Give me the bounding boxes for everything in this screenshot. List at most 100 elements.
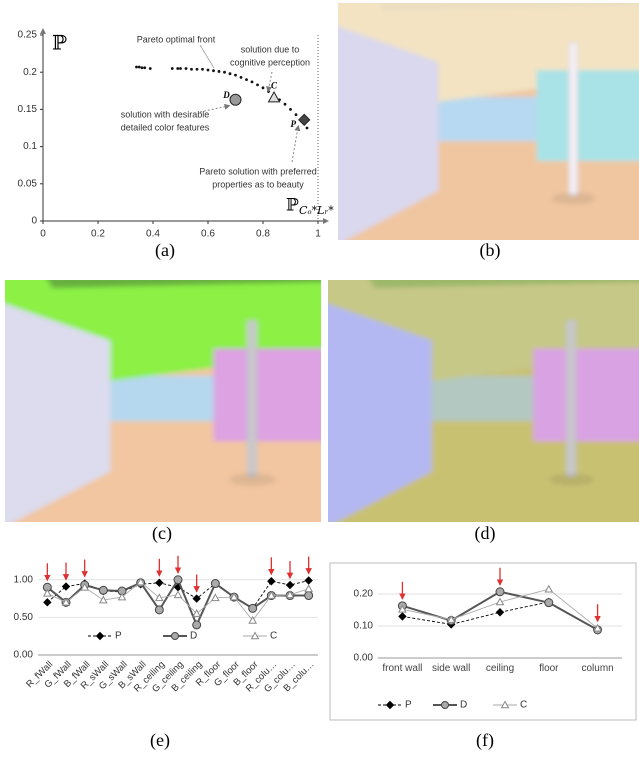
ceiling-edge: [370, 280, 639, 289]
x-tick-label: floor: [539, 663, 559, 674]
point: [245, 78, 248, 82]
point: [192, 609, 202, 617]
left-wall: [338, 26, 439, 240]
point: [250, 80, 254, 84]
point: [223, 70, 226, 74]
annotation: Pareto solution with preferred: [199, 166, 317, 176]
point: [192, 594, 201, 603]
caption: (c): [152, 523, 172, 544]
point: [43, 598, 52, 607]
x-tick-label: 0.4: [146, 229, 160, 240]
annotation: solution due to: [241, 44, 300, 54]
point: [210, 579, 220, 589]
point: [304, 584, 314, 593]
point: [283, 102, 287, 106]
box: [213, 348, 321, 442]
point: [206, 68, 210, 72]
point: [136, 577, 146, 586]
point: [176, 67, 180, 70]
annotation: properties as to beauty: [212, 179, 304, 189]
rendered-image: [328, 280, 639, 522]
x-tick-label: side wall: [432, 663, 471, 674]
point: [239, 76, 243, 79]
point: [261, 86, 265, 90]
y-tick-label: 0.25: [18, 30, 38, 41]
column: [566, 320, 577, 477]
point: [179, 67, 182, 70]
point: [304, 576, 313, 585]
rendered-image: [338, 3, 639, 240]
point: [190, 67, 193, 71]
image-content: [328, 280, 639, 522]
annotation-arrow: [291, 124, 301, 163]
point: [305, 126, 309, 130]
y-axis-label: ℙ: [52, 31, 67, 55]
legend-label: P: [115, 631, 122, 642]
y-tick-label: 0.20: [354, 589, 374, 600]
image-content: [338, 3, 639, 240]
x-axis-label: ℙ: [286, 196, 299, 216]
solution-label: P: [291, 119, 297, 129]
point: [201, 67, 204, 71]
point: [495, 597, 505, 606]
x-tick-label: 0.6: [201, 229, 215, 240]
y-tick-label: 0.15: [18, 104, 38, 115]
point: [212, 69, 215, 73]
column-shadow: [548, 473, 595, 486]
caption: (e): [150, 730, 170, 751]
point: [267, 90, 270, 93]
legend-marker: [171, 632, 179, 640]
point: [593, 623, 602, 632]
point: [229, 592, 239, 601]
point: [192, 620, 202, 630]
point: [228, 72, 232, 76]
point: [61, 597, 71, 606]
point: [155, 578, 164, 587]
x-tick-label: column: [581, 663, 614, 674]
point: [42, 588, 52, 597]
point: [184, 67, 188, 70]
column-shadow: [229, 473, 276, 486]
point: [495, 608, 505, 617]
y-tick-label: 0.05: [18, 178, 38, 189]
point: [61, 582, 71, 591]
legend-label: D: [460, 700, 467, 711]
x-tick-label: 0.2: [91, 229, 105, 240]
point: [173, 575, 183, 585]
x-tick-label: 0: [40, 229, 46, 240]
point: [304, 591, 314, 601]
point: [266, 591, 276, 599]
ceiling-edge: [378, 3, 639, 11]
caption: (a): [155, 240, 175, 261]
x-tick-label-box: floor: [539, 663, 559, 674]
point: [398, 604, 407, 613]
legend-label: P: [405, 700, 412, 711]
ceiling-edge: [47, 280, 321, 289]
point: [170, 67, 174, 70]
point: [98, 585, 108, 595]
caption: (d): [475, 523, 496, 544]
point: [210, 593, 220, 602]
legend-marker: [500, 700, 510, 709]
point: [267, 577, 276, 586]
annotation: cognitive perception: [230, 57, 310, 67]
legend-marker: [250, 631, 260, 640]
x-tick-label: 0.8: [256, 229, 270, 240]
x-tick-label: ceiling: [485, 663, 515, 674]
box: [533, 348, 639, 442]
y-tick-label: 1.00: [14, 574, 34, 585]
caption: (f): [476, 730, 494, 751]
point: [495, 587, 505, 597]
rendered-image: [5, 280, 321, 522]
x-tick-label-box: column: [581, 663, 614, 674]
y-tick-label: 0.1: [23, 141, 37, 152]
point: [294, 113, 298, 117]
point: [80, 582, 90, 591]
point: [248, 615, 258, 624]
box: [536, 70, 639, 162]
point: [137, 65, 141, 69]
point: [143, 66, 147, 70]
annotation: Pareto optimal front: [137, 34, 216, 44]
x-tick-label-box: front wall: [382, 663, 422, 674]
